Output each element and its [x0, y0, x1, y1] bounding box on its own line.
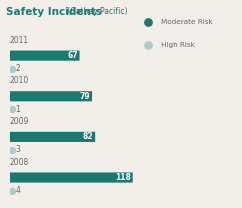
FancyBboxPatch shape — [10, 51, 80, 61]
Text: Safety Incidents: Safety Incidents — [6, 7, 102, 17]
Text: High Risk: High Risk — [161, 42, 195, 48]
Text: 2009: 2009 — [10, 117, 29, 126]
Text: 4: 4 — [15, 186, 20, 195]
Text: 1: 1 — [15, 105, 20, 114]
Text: 2: 2 — [15, 64, 20, 73]
Text: 2010: 2010 — [10, 76, 29, 85]
FancyBboxPatch shape — [10, 172, 133, 183]
Point — [10, 148, 14, 152]
Point — [10, 189, 14, 192]
FancyBboxPatch shape — [10, 132, 95, 142]
Text: 118: 118 — [115, 173, 131, 182]
Point — [146, 20, 150, 23]
Text: 2008: 2008 — [10, 157, 29, 167]
Point — [10, 108, 14, 111]
FancyBboxPatch shape — [10, 91, 92, 101]
Point — [146, 43, 150, 47]
Text: Moderate Risk: Moderate Risk — [161, 19, 213, 25]
Text: 67: 67 — [67, 51, 78, 60]
Text: 3: 3 — [15, 145, 20, 154]
Point — [10, 67, 14, 70]
Text: 79: 79 — [80, 92, 91, 101]
Text: 2011: 2011 — [10, 36, 29, 45]
Text: (Cathay Pacific): (Cathay Pacific) — [65, 7, 128, 16]
Text: 82: 82 — [83, 132, 94, 141]
